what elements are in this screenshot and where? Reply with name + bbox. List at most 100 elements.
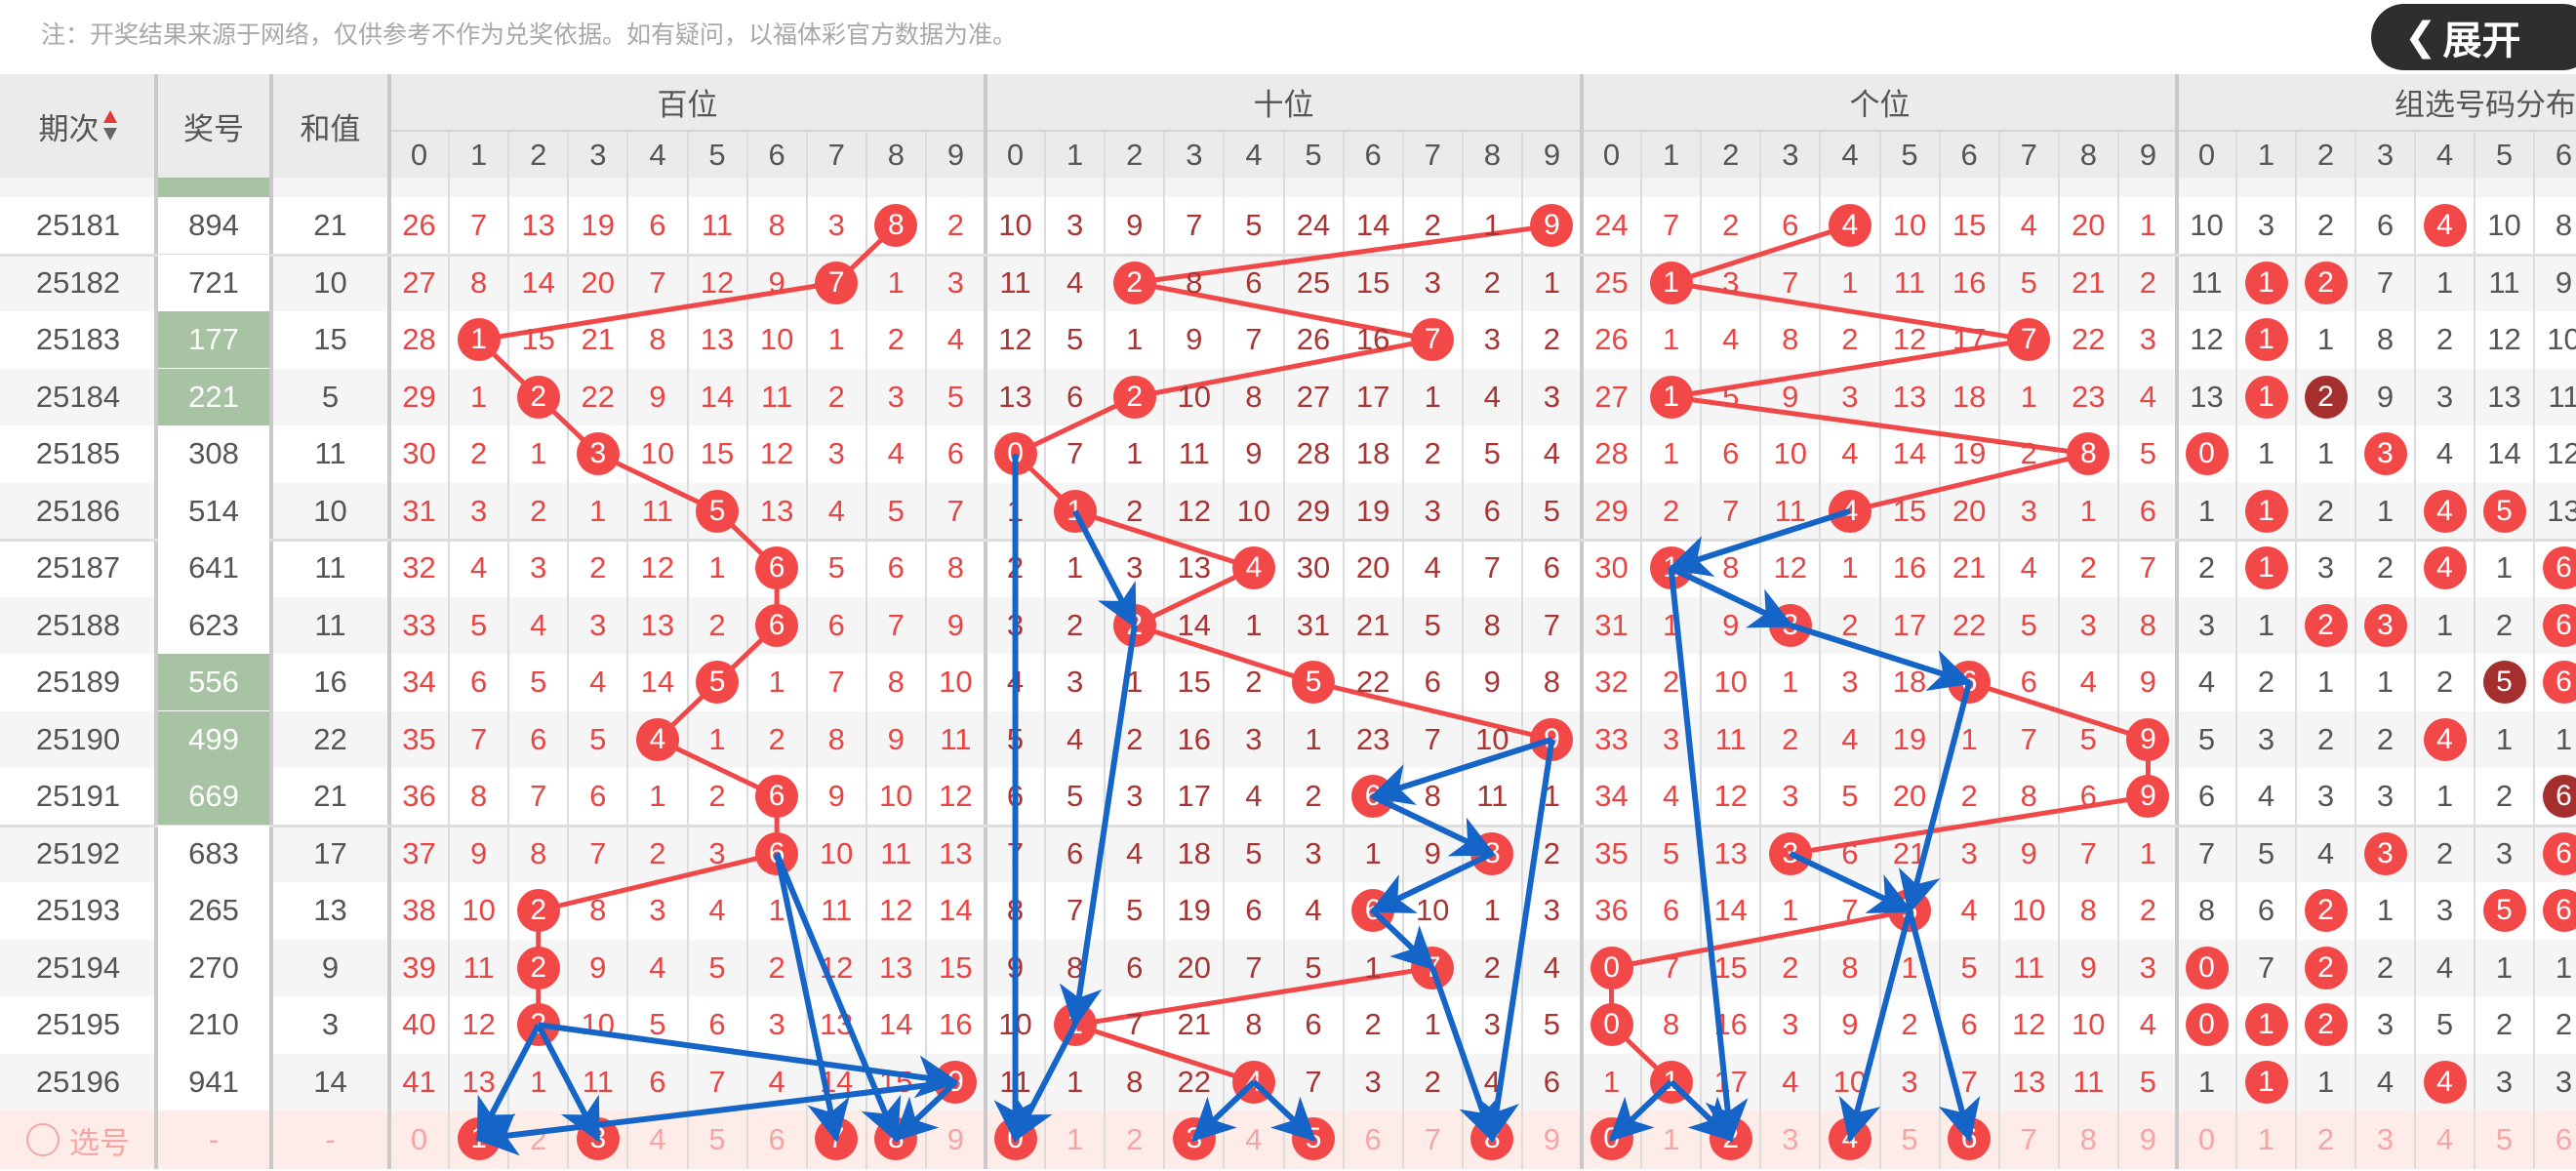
miss-count-cell: 4 (827, 493, 845, 528)
miss-count-cell: 3 (887, 379, 905, 414)
hit-ball: 0 (1590, 946, 1633, 989)
selected-digit-ball[interactable]: 0 (993, 1117, 1037, 1161)
miss-count-cell: 11 (821, 893, 853, 927)
miss-count-cell: 4 (1841, 721, 1859, 756)
select-digit[interactable]: 0 (410, 1122, 428, 1156)
miss-count-cell: 2 (887, 322, 905, 356)
header-section-group: 组选号码分布 (2395, 88, 2576, 122)
select-digit[interactable]: 5 (2495, 1122, 2514, 1156)
miss-count-cell: 29 (402, 379, 436, 414)
miss-count-cell: 2 (1424, 436, 1441, 470)
miss-count-cell: 9 (1245, 436, 1263, 470)
sum-cell: 11 (314, 550, 346, 585)
hit-ball: 1 (2244, 318, 2288, 362)
hit-ball: 8 (874, 204, 918, 248)
miss-count-cell: 7 (589, 835, 607, 870)
miss-count-cell: 4 (1841, 436, 1859, 470)
select-digit[interactable]: 5 (1901, 1122, 1918, 1156)
selected-digit-ball[interactable]: 0 (1590, 1117, 1633, 1161)
miss-count-cell: 14 (819, 1064, 854, 1099)
group-miss-cell: 3 (2435, 379, 2454, 414)
group-miss-cell: 13 (2190, 379, 2224, 414)
selected-digit-ball[interactable]: 2 (1709, 1117, 1752, 1161)
select-digit[interactable]: 6 (2555, 1122, 2573, 1156)
miss-count-cell: 3 (1841, 379, 1859, 414)
hit-ball: 1 (1053, 489, 1097, 533)
miss-count-cell: 5 (469, 607, 488, 642)
miss-count-cell: 35 (402, 721, 436, 756)
select-digit[interactable]: 0 (2197, 1122, 2216, 1156)
select-digit[interactable]: 1 (1066, 1122, 1084, 1156)
selected-digit-ball[interactable]: 3 (576, 1117, 620, 1161)
select-label[interactable]: 选号 (0, 1111, 156, 1168)
hit-ball: 2 (2304, 889, 2348, 933)
miss-count-cell: 12 (1177, 493, 1212, 528)
miss-count-cell: 22 (581, 379, 616, 414)
miss-count-cell: 11 (880, 835, 912, 870)
miss-count-cell: 18 (1892, 665, 1927, 699)
selected-digit-ball[interactable]: 5 (1292, 1117, 1336, 1161)
hit-ball: 5 (696, 661, 740, 705)
select-digit[interactable]: 9 (946, 1122, 965, 1156)
select-digit[interactable]: 1 (2257, 1122, 2275, 1156)
select-digit[interactable]: 7 (2020, 1122, 2037, 1156)
miss-count-cell: 11 (1476, 779, 1509, 813)
miss-count-cell: 11 (463, 949, 495, 985)
select-digit[interactable]: 6 (1364, 1122, 1382, 1156)
miss-count-cell: 32 (402, 550, 436, 585)
selected-digit-ball[interactable]: 3 (1172, 1117, 1216, 1161)
miss-count-cell: 5 (946, 379, 965, 414)
miss-count-cell: 6 (2020, 665, 2037, 699)
select-digit[interactable]: 2 (1126, 1122, 1144, 1156)
select-digit[interactable]: 1 (1662, 1122, 1680, 1156)
miss-count-cell: 2 (768, 721, 785, 756)
column-divider (1461, 132, 1464, 1169)
header-period[interactable]: 期次 (0, 74, 156, 178)
select-digit[interactable]: 7 (1424, 1122, 1441, 1156)
miss-count-cell: 13 (1177, 550, 1212, 585)
select-digit[interactable]: 3 (1782, 1122, 1799, 1156)
select-digit[interactable]: 2 (530, 1122, 547, 1156)
sum-cell: 15 (313, 322, 347, 356)
column-divider (1044, 132, 1047, 1169)
hit-ball: 2 (2304, 603, 2348, 647)
miss-count-cell: 5 (1483, 436, 1501, 470)
miss-count-cell: 16 (1892, 550, 1927, 585)
miss-count-cell: 1 (2139, 208, 2157, 242)
miss-count-cell: 5 (530, 665, 547, 699)
circle-outline-icon[interactable] (26, 1123, 60, 1156)
miss-count-cell: 39 (402, 949, 436, 985)
miss-count-cell: 31 (1594, 607, 1629, 642)
miss-count-cell: 13 (1713, 835, 1748, 870)
select-digit[interactable]: 4 (2435, 1122, 2454, 1156)
group-miss-cell: 12 (2487, 322, 2521, 356)
miss-count-cell: 5 (2139, 1064, 2157, 1099)
select-digit[interactable]: 4 (649, 1122, 666, 1156)
select-digit[interactable]: 3 (2376, 1122, 2395, 1156)
select-digit[interactable]: 9 (1543, 1122, 1561, 1156)
miss-count-cell: 4 (1126, 835, 1144, 870)
miss-count-cell: 3 (708, 835, 726, 870)
selected-digit-ball[interactable]: 4 (1828, 1117, 1872, 1161)
select-digit[interactable]: 2 (2316, 1122, 2335, 1156)
sum-cell: 10 (313, 264, 347, 300)
miss-count-cell: 20 (581, 264, 616, 300)
miss-count-cell: 15 (1355, 264, 1390, 300)
miss-count-cell: 4 (708, 893, 726, 927)
miss-count-cell: 11 (701, 208, 734, 242)
miss-count-cell: 8 (1066, 949, 1084, 985)
hit-ball: 1 (2244, 1060, 2288, 1104)
sort-up-down-icon[interactable] (102, 108, 118, 143)
select-digit[interactable]: 6 (768, 1122, 785, 1156)
expand-button[interactable]: ❮ 展开 (2371, 4, 2576, 70)
select-digit[interactable]: 8 (2079, 1122, 2097, 1156)
select-digit[interactable]: 4 (1245, 1122, 1263, 1156)
header-digit: 2 (1722, 137, 1740, 172)
selected-digit-ball[interactable]: 1 (457, 1117, 501, 1161)
miss-count-cell: 22 (1355, 665, 1390, 699)
miss-count-cell: 30 (402, 436, 436, 470)
miss-count-cell: 17 (1177, 779, 1212, 813)
select-digit[interactable]: 5 (708, 1122, 726, 1156)
select-digit[interactable]: 9 (2139, 1122, 2157, 1156)
miss-count-cell: 5 (1722, 379, 1740, 414)
